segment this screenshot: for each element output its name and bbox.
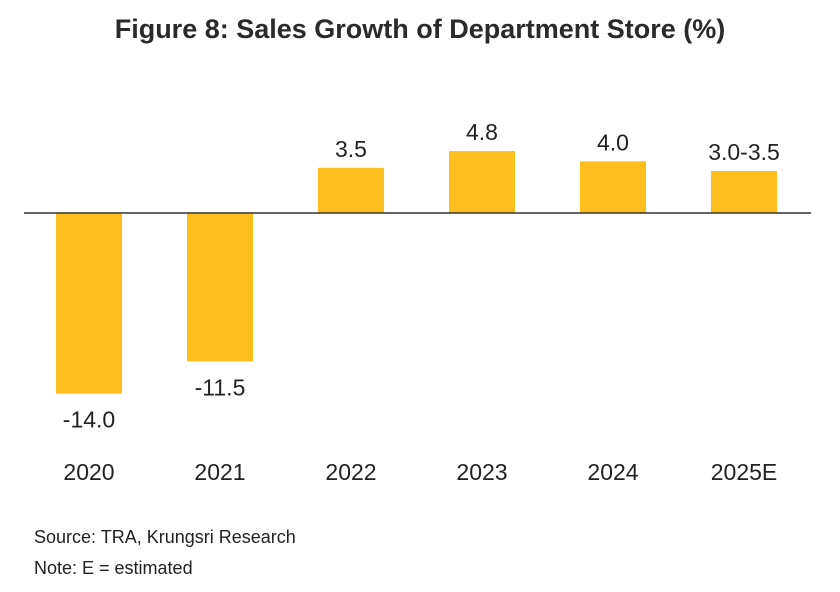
category-label-2023: 2023: [456, 459, 507, 485]
bar-2020: [56, 213, 122, 394]
data-label-2022: 3.5: [335, 136, 367, 162]
bar-2022: [318, 167, 384, 213]
category-label-2020: 2020: [63, 459, 114, 485]
data-label-2024: 4.0: [597, 129, 629, 155]
data-label-2020: -14.0: [63, 407, 115, 433]
data-label-2025E: 3.0-3.5: [708, 139, 780, 165]
data-label-2023: 4.8: [466, 119, 498, 145]
footnotes: Source: TRA, Krungsri Research Note: E =…: [34, 522, 296, 584]
category-label-2021: 2021: [194, 459, 245, 485]
source-note: Source: TRA, Krungsri Research: [34, 527, 296, 547]
bar-2021: [187, 213, 253, 362]
data-label-2021: -11.5: [195, 374, 246, 400]
bar-2025E: [711, 171, 777, 213]
estimate-note: Note: E = estimated: [34, 558, 193, 578]
category-label-2024: 2024: [587, 459, 638, 485]
chart-title: Figure 8: Sales Growth of Department Sto…: [114, 14, 726, 44]
category-label-2025E: 2025E: [711, 459, 778, 485]
bar-2023: [449, 151, 515, 213]
bar-2024: [580, 161, 646, 213]
category-label-2022: 2022: [325, 459, 376, 485]
